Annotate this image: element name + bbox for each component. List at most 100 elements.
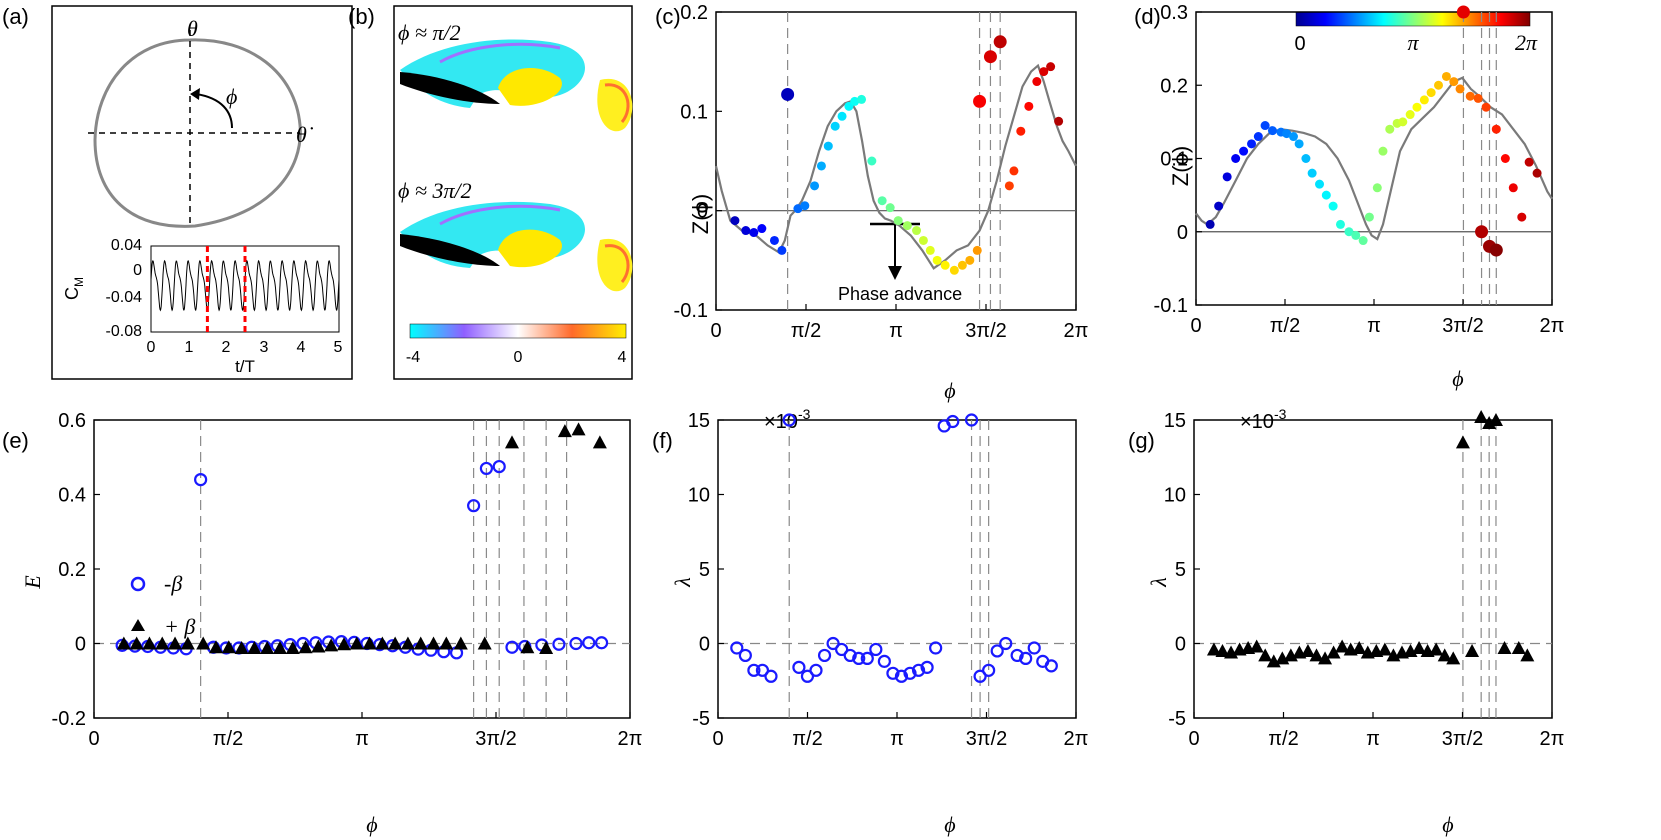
cm-ytick-3: -0.08 xyxy=(106,323,143,340)
prc-sample-point xyxy=(1405,110,1415,120)
data-point-plus-beta xyxy=(1429,642,1444,656)
prc-sample-point xyxy=(1004,181,1014,191)
outlier-point xyxy=(1489,243,1503,257)
y-tick-label: 10 xyxy=(1164,485,1186,507)
vortex-yellow-2a xyxy=(498,229,562,268)
data-point-plus-beta xyxy=(1300,643,1315,657)
x-tick-label: 2π xyxy=(618,728,643,750)
axes-frame xyxy=(93,419,631,719)
x-tick-label: 2π xyxy=(1540,728,1565,750)
data-point-plus-beta xyxy=(413,636,428,650)
data-point-minus-beta xyxy=(1019,651,1033,666)
x-tick-label: π xyxy=(890,728,904,750)
data-point-plus-beta xyxy=(1249,639,1264,653)
y-tick-label: 0.2 xyxy=(58,559,86,581)
prc-sample-point xyxy=(1009,166,1019,176)
cm-xtick-3: 3 xyxy=(260,339,269,356)
prc-sample-point xyxy=(730,216,740,226)
prc-sample-point xyxy=(1288,132,1298,142)
cm-ytick-0: 0.04 xyxy=(111,237,142,254)
vorticity-snapshot-2 xyxy=(400,201,633,292)
data-point-plus-beta xyxy=(362,636,377,650)
prc-sample-point xyxy=(1307,168,1317,178)
chart-panel-e: 0 π/2 π 3π/2 2π-0.200.20.40.6 xyxy=(52,410,643,750)
vortex-orange-rim-1 xyxy=(604,83,630,123)
prc-sample-point xyxy=(757,224,767,234)
y-tick-label: 0.1 xyxy=(680,101,708,123)
thetadot-label: θ̇ xyxy=(296,122,314,147)
data-point-plus-beta xyxy=(1318,651,1333,665)
data-point-plus-beta xyxy=(1326,645,1341,659)
prc-sample-point xyxy=(1294,139,1304,149)
y-tick-label: 0.1 xyxy=(1160,149,1188,171)
data-point-plus-beta xyxy=(400,636,415,650)
prc-sample-point xyxy=(1054,116,1064,126)
x-tick-label: 0 xyxy=(712,728,723,750)
panel-f-label: (f) xyxy=(652,428,673,453)
data-point-plus-beta xyxy=(1520,648,1535,662)
data-point-plus-beta xyxy=(1412,640,1427,654)
prc-sample-point xyxy=(1335,219,1345,229)
prc-sample-point xyxy=(1032,77,1042,87)
prc-sample-point xyxy=(1016,126,1026,136)
vorticity-snapshot-1 xyxy=(400,39,633,132)
phase-colorbar-tick-2: 2π xyxy=(1515,30,1538,55)
panel-e-legend: -β + β xyxy=(130,571,195,639)
panel-f-ylabel: λ xyxy=(670,577,695,588)
prc-sample-point xyxy=(912,226,922,236)
data-point-plus-beta xyxy=(477,636,492,650)
y-tick-label: 0.4 xyxy=(58,485,86,507)
vorticity-colorbar-tick-2: 4 xyxy=(618,349,627,366)
phase-colorbar-tick-0: 0 xyxy=(1294,33,1305,55)
prc-sample-point xyxy=(1247,139,1257,149)
panel-a: (a) θ θ̇ ϕ 0.04 0 -0.04 -0.08 0 1 2 3 4 … xyxy=(2,4,353,380)
prc-sample-point xyxy=(1222,172,1232,182)
y-tick-label: 15 xyxy=(1164,410,1186,432)
data-point-minus-beta xyxy=(852,651,866,666)
prc-sample-point xyxy=(816,161,826,171)
data-point-plus-beta xyxy=(311,639,326,653)
data-point-minus-beta xyxy=(792,660,806,674)
prc-sample-point xyxy=(918,235,928,245)
airfoil-1 xyxy=(400,72,500,104)
data-point-minus-beta xyxy=(903,666,917,680)
data-point-minus-beta xyxy=(894,669,909,683)
data-point-plus-beta xyxy=(1352,640,1367,654)
prc-sample-point xyxy=(749,228,759,238)
prc-sample-point xyxy=(1455,84,1465,94)
prc-sample-point xyxy=(940,260,950,270)
data-point-plus-beta xyxy=(285,640,300,654)
data-point-plus-beta xyxy=(180,636,195,650)
phase-colorbar-tick-1: π xyxy=(1407,30,1419,55)
panel-d-label: (d) xyxy=(1134,4,1161,29)
data-point-minus-beta xyxy=(929,641,943,655)
y-tick-label: 5 xyxy=(1175,559,1186,581)
data-point-minus-beta xyxy=(755,663,770,677)
data-point-minus-beta xyxy=(594,636,609,650)
data-point-plus-beta xyxy=(571,422,586,436)
prc-sample-point xyxy=(823,141,833,151)
prc-sample-point xyxy=(1500,154,1510,163)
data-point-minus-beta xyxy=(817,648,832,663)
data-point-minus-beta xyxy=(877,654,891,668)
panel-d-xlabel: ϕ xyxy=(1452,366,1463,391)
prc-curve xyxy=(1195,76,1553,241)
snapshot-2-label: ϕ ≈ 3π/2 xyxy=(398,178,472,203)
data-point-plus-beta xyxy=(592,435,607,449)
data-point-minus-beta xyxy=(835,642,849,657)
phi-label: ϕ xyxy=(226,84,237,109)
vortex-yellow-1a xyxy=(498,67,562,106)
panel-g-exponent: ×10-3 xyxy=(1240,406,1287,433)
data-point-minus-beta xyxy=(1044,659,1058,673)
prc-sample-point xyxy=(1517,212,1527,222)
prc-sample-point xyxy=(1491,124,1501,134)
x-tick-label: 2π xyxy=(1540,315,1565,337)
prc-sample-point xyxy=(1449,77,1459,87)
data-point-minus-beta xyxy=(800,669,815,683)
prc-sample-point xyxy=(885,203,895,213)
outlier-point xyxy=(983,50,997,64)
legend-triangle-marker xyxy=(131,619,145,631)
data-point-plus-beta xyxy=(168,636,183,650)
data-point-plus-beta xyxy=(196,636,211,650)
